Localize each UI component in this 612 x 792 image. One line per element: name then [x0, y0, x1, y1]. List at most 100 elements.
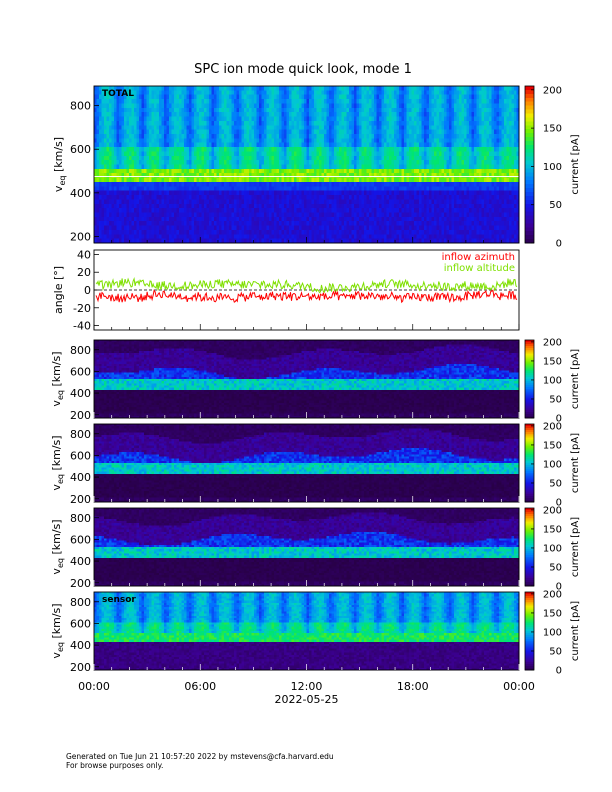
heatmap-cell: [116, 190, 120, 196]
heatmap-cell: [134, 177, 137, 183]
heatmap-cell: [361, 186, 365, 192]
heatmap-cell: [419, 208, 422, 213]
heatmap-cell: [221, 107, 225, 113]
heatmap-cell: [336, 86, 340, 91]
heatmap-cell: [279, 190, 282, 196]
heatmap-cell: [514, 90, 517, 96]
heatmap-cell: [364, 99, 367, 104]
heatmap-cell: [501, 190, 505, 196]
heatmap-cell: [221, 186, 225, 192]
heatmap-cell: [139, 142, 142, 148]
heatmap-cell: [251, 208, 255, 213]
heatmap-cell: [434, 103, 437, 109]
heatmap-cell: [146, 90, 150, 96]
heatmap-cell: [189, 129, 192, 135]
heatmap-cell: [324, 107, 327, 113]
heatmap-cell: [224, 112, 227, 117]
heatmap-cell: [179, 112, 182, 117]
heatmap-cell: [151, 129, 155, 135]
heatmap-cell: [196, 190, 200, 196]
heatmap-cell: [149, 112, 152, 117]
heatmap-cell: [191, 147, 195, 152]
heatmap-cell: [186, 94, 190, 100]
heatmap-cell: [166, 138, 170, 144]
heatmap-cell: [304, 133, 307, 139]
heatmap-cell: [316, 86, 320, 91]
heatmap-cell: [341, 138, 345, 144]
heatmap-cell: [206, 186, 210, 192]
heatmap-cell: [436, 86, 440, 91]
heatmap-cell: [226, 199, 230, 205]
heatmap-cell: [166, 181, 170, 187]
heatmap-cell: [369, 147, 372, 152]
heatmap-cell: [471, 164, 475, 170]
heatmap-cell: [364, 181, 367, 187]
heatmap-cell: [241, 116, 245, 122]
heatmap-cell: [356, 199, 360, 205]
heatmap-cell: [171, 125, 175, 131]
heatmap-cell: [509, 133, 512, 139]
heatmap-cell: [389, 103, 392, 109]
heatmap-cell: [451, 208, 455, 213]
heatmap-cell: [466, 195, 470, 200]
heatmap-cell: [296, 186, 300, 192]
heatmap-cell: [429, 173, 432, 178]
heatmap-cell: [186, 125, 190, 131]
heatmap-cell: [486, 86, 490, 91]
heatmap-cell: [159, 173, 162, 178]
heatmap-cell: [344, 147, 347, 152]
heatmap-cell: [181, 125, 185, 131]
heatmap-cell: [201, 190, 205, 196]
heatmap-cell: [151, 125, 155, 131]
heatmap-cell: [399, 90, 402, 96]
heatmap-cell: [509, 116, 512, 122]
heatmap-cell: [176, 203, 180, 209]
heatmap-cell: [421, 99, 425, 104]
heatmap-cell: [181, 195, 185, 200]
heatmap-cell: [414, 86, 417, 91]
heatmap-cell: [134, 203, 137, 209]
heatmap-cell: [406, 164, 410, 170]
heatmap-cell: [264, 199, 267, 205]
heatmap-cell: [174, 177, 177, 183]
heatmap-cell: [319, 168, 322, 174]
heatmap-cell: [339, 129, 342, 135]
heatmap-cell: [436, 208, 440, 213]
heatmap-cell: [349, 129, 352, 135]
heatmap-cell: [126, 129, 130, 135]
heatmap-cell: [334, 155, 337, 161]
heatmap-cell: [259, 160, 262, 165]
heatmap-cell: [429, 94, 432, 100]
heatmap-cell: [154, 186, 157, 192]
heatmap-cell: [206, 151, 210, 157]
heatmap-cell: [169, 195, 172, 200]
heatmap-cell: [109, 86, 112, 91]
heatmap-cell: [99, 155, 102, 161]
heatmap-cell: [331, 103, 335, 109]
heatmap-cell: [309, 164, 312, 170]
heatmap-cell: [494, 99, 497, 104]
heatmap-cell: [154, 199, 157, 205]
heatmap-cell: [314, 112, 317, 117]
heatmap-cell: [369, 173, 372, 178]
heatmap-cell: [269, 90, 272, 96]
heatmap-cell: [229, 186, 232, 192]
heatmap-cell: [326, 181, 330, 187]
heatmap-cell: [149, 133, 152, 139]
heatmap-cell: [294, 195, 297, 200]
heatmap-cell: [511, 147, 515, 152]
heatmap-cell: [491, 190, 495, 196]
heatmap-cell: [346, 168, 350, 174]
heatmap-cell: [341, 125, 345, 131]
heatmap-cell: [396, 195, 400, 200]
heatmap-cell: [451, 142, 455, 148]
heatmap-cell: [229, 129, 232, 135]
heatmap-cell: [394, 190, 397, 196]
heatmap-cell: [181, 173, 185, 178]
heatmap-cell: [186, 186, 190, 192]
heatmap-cell: [494, 155, 497, 161]
heatmap-cell: [299, 147, 302, 152]
heatmap-cell: [279, 173, 282, 178]
heatmap-cell: [484, 186, 487, 192]
heatmap-cell: [509, 94, 512, 100]
